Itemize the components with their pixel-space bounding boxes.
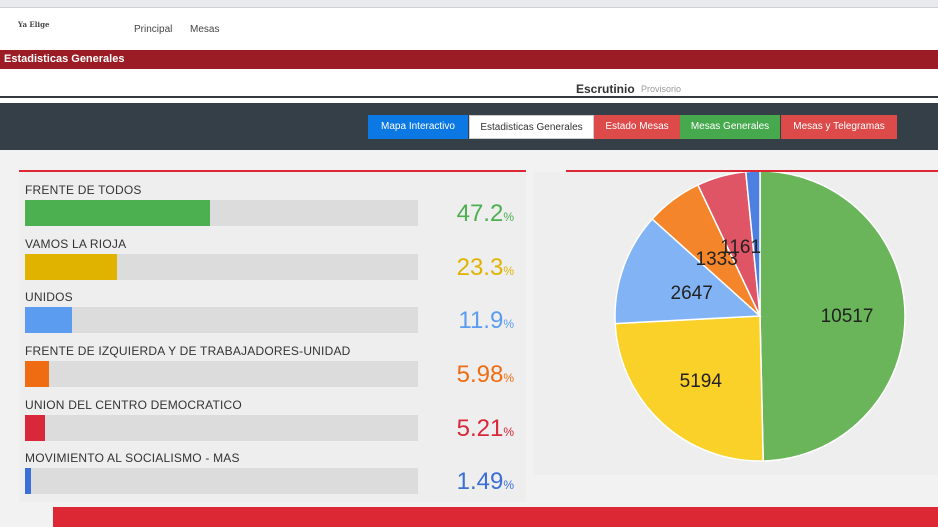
section-title-bar: Estadisticas Generales: [0, 50, 938, 69]
nav-link-mesas[interactable]: Mesas: [190, 24, 220, 35]
top-navbar: Ya Elige Principal Mesas: [0, 8, 938, 50]
site-logo[interactable]: Ya Elige: [18, 20, 50, 29]
vote-bar-track: [25, 254, 418, 280]
party-name: VAMOS LA RIOJA: [25, 237, 127, 251]
vote-bar: [25, 361, 49, 387]
pie-slice[interactable]: [696, 172, 761, 317]
vote-bar-track: [25, 361, 418, 387]
nav-link-principal[interactable]: Principal: [134, 24, 173, 35]
browser-toolbar-strip: [0, 0, 938, 8]
vote-bar: [25, 415, 46, 441]
pie-slice-label: 2647: [671, 283, 713, 304]
party-name: MOVIMIENTO AL SOCIALISMO - MAS: [25, 451, 240, 465]
vote-percent: 11.9%: [458, 307, 514, 334]
vote-percent: 5.98%: [456, 361, 514, 388]
results-card: [19, 172, 526, 502]
party-name: UNION DEL CENTRO DEMOCRATICO: [25, 398, 242, 412]
next-card-accent: [53, 507, 938, 527]
pie-slice[interactable]: [759, 172, 906, 462]
mesas-generales-button[interactable]: Mesas Generales: [680, 115, 780, 139]
party-name: UNIDOS: [25, 290, 73, 304]
page-subtitle: Provisorio: [641, 84, 682, 94]
pie-slice[interactable]: [614, 217, 762, 325]
pie-slice[interactable]: [745, 172, 761, 317]
header-divider: [0, 96, 938, 98]
vote-bar: [25, 468, 31, 494]
mesas-y-telegramas-button[interactable]: Mesas y Telegramas: [781, 115, 897, 139]
vote-bar-track: [25, 307, 418, 333]
pie-slice-label: 10517: [821, 306, 874, 327]
vote-percent: 1.49%: [456, 468, 514, 495]
view-toolbar: Mapa Interactivo Estadisticas Generales …: [0, 103, 938, 150]
subheader: Escrutinio Provisorio: [0, 70, 938, 99]
vote-percent: 47.2%: [456, 200, 514, 227]
pie-slice-label: 1161: [720, 237, 761, 258]
party-name: FRENTE DE TODOS: [25, 183, 142, 197]
vote-bar: [25, 200, 211, 226]
estado-mesas-button[interactable]: Estado Mesas: [594, 115, 680, 139]
vote-bar: [25, 307, 72, 333]
pie-slice[interactable]: [614, 315, 764, 462]
mapa-interactivo-button[interactable]: Mapa Interactivo: [368, 115, 468, 139]
page-title: Escrutinio: [576, 82, 635, 96]
vote-bar-track: [25, 468, 418, 494]
estadisticas-generales-button[interactable]: Estadisticas Generales: [469, 115, 594, 139]
pie-slice-label: 1333: [696, 249, 738, 270]
pie-slice-label: 5194: [680, 371, 723, 392]
vote-percent: 5.21%: [456, 415, 514, 442]
results-card-accent: [19, 170, 526, 173]
party-name: FRENTE DE IZQUIERDA Y DE TRABAJADORES-UN…: [25, 344, 351, 358]
vote-percent: 23.3%: [456, 254, 514, 281]
section-title: Estadisticas Generales: [4, 53, 125, 65]
vote-bar: [25, 254, 117, 280]
vote-bar-track: [25, 200, 418, 226]
vote-bar-track: [25, 415, 418, 441]
